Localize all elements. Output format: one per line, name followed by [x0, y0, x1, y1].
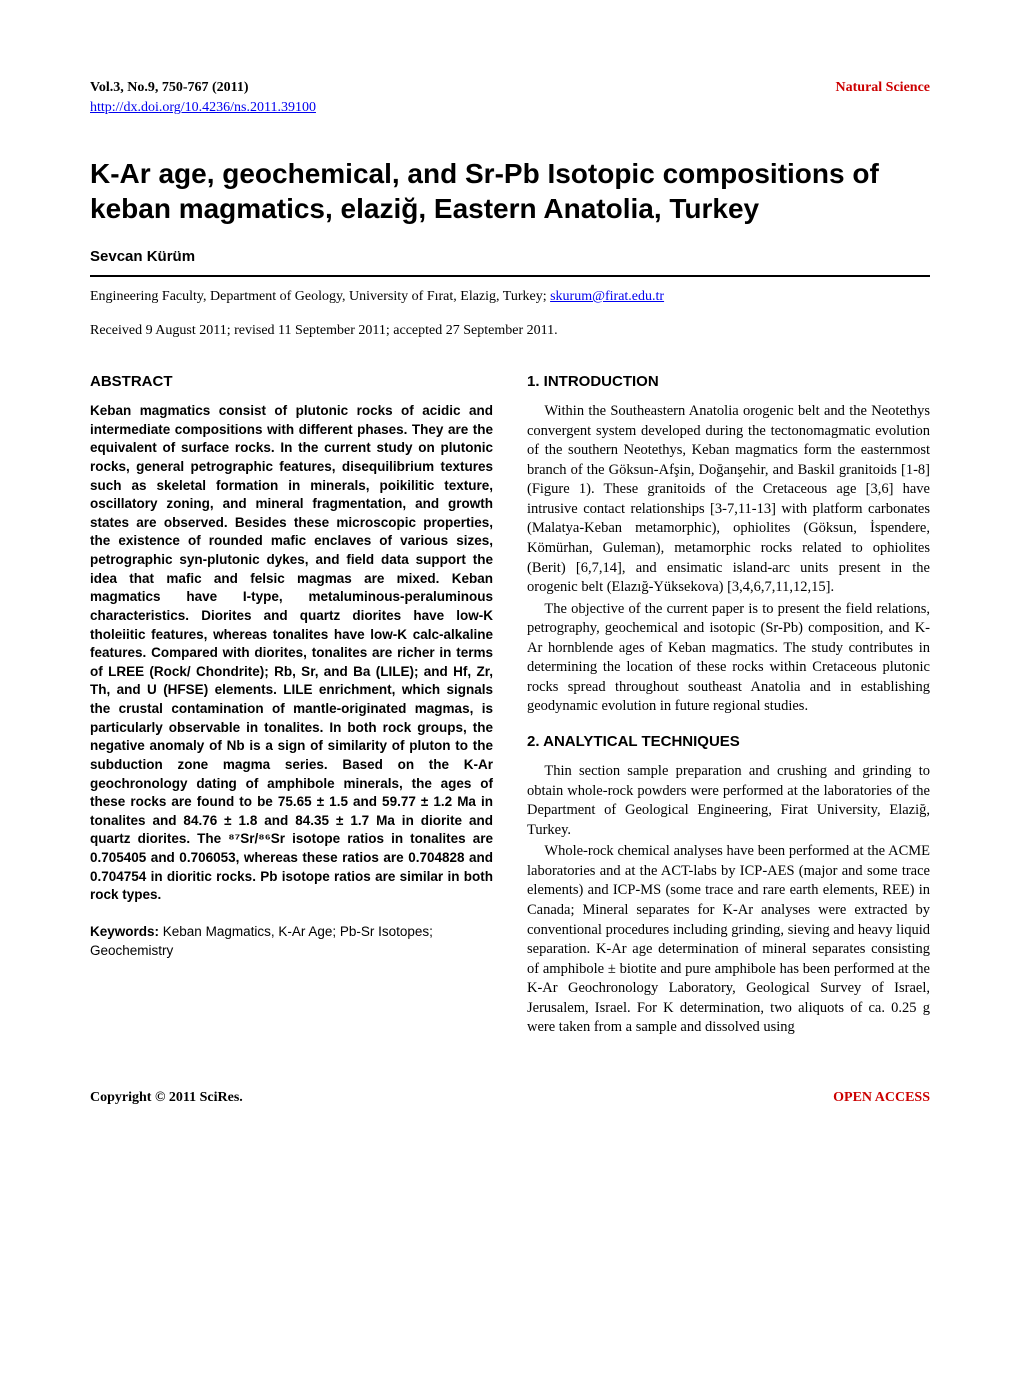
- affiliation-text: Engineering Faculty, Department of Geolo…: [90, 289, 550, 304]
- analytical-paragraph-1: Thin section sample preparation and crus…: [527, 762, 930, 840]
- two-column-layout: ABSTRACT Keban magmatics consist of plut…: [90, 373, 930, 1040]
- article-title: K-Ar age, geochemical, and Sr-Pb Isotopi…: [90, 156, 930, 226]
- open-access-label: OPEN ACCESS: [833, 1090, 930, 1106]
- abstract-heading: ABSTRACT: [90, 373, 493, 390]
- journal-name: Natural Science: [836, 80, 930, 96]
- footer-row: Copyright © 2011 SciRes. OPEN ACCESS: [90, 1090, 930, 1106]
- volume-info: Vol.3, No.9, 750-767 (2011): [90, 80, 249, 96]
- keywords-block: Keywords: Keban Magmatics, K-Ar Age; Pb-…: [90, 923, 493, 961]
- right-column: 1. INTRODUCTION Within the Southeastern …: [527, 373, 930, 1040]
- analytical-paragraph-2: Whole-rock chemical analyses have been p…: [527, 842, 930, 1038]
- intro-paragraph-2: The objective of the current paper is to…: [527, 600, 930, 717]
- intro-paragraph-1: Within the Southeastern Anatolia orogeni…: [527, 402, 930, 598]
- affiliation: Engineering Faculty, Department of Geolo…: [90, 289, 930, 305]
- header-row: Vol.3, No.9, 750-767 (2011) Natural Scie…: [90, 80, 930, 96]
- author-divider: [90, 275, 930, 277]
- received-dates: Received 9 August 2011; revised 11 Septe…: [90, 323, 930, 339]
- keywords-label: Keywords:: [90, 924, 159, 939]
- copyright-text: Copyright © 2011 SciRes.: [90, 1090, 243, 1106]
- analytical-heading: 2. ANALYTICAL TECHNIQUES: [527, 733, 930, 750]
- author-name: Sevcan Kürüm: [90, 248, 930, 265]
- left-column: ABSTRACT Keban magmatics consist of plut…: [90, 373, 493, 1040]
- author-email-link[interactable]: skurum@firat.edu.tr: [550, 289, 664, 304]
- intro-heading: 1. INTRODUCTION: [527, 373, 930, 390]
- doi-link[interactable]: http://dx.doi.org/10.4236/ns.2011.39100: [90, 100, 930, 116]
- abstract-text: Keban magmatics consist of plutonic rock…: [90, 402, 493, 905]
